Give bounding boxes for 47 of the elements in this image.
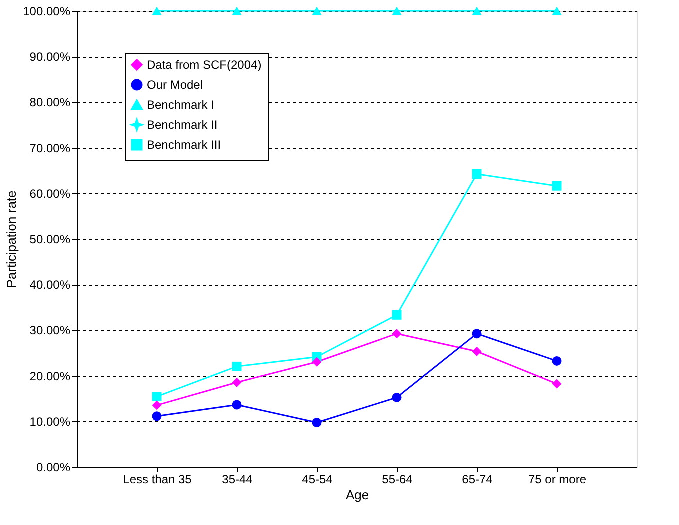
point bbox=[232, 6, 242, 16]
point bbox=[152, 392, 162, 402]
x-axis-title: Age bbox=[346, 488, 370, 502]
y-tick-label: 20.00% bbox=[30, 369, 71, 384]
point bbox=[152, 6, 162, 16]
point bbox=[552, 356, 562, 366]
point bbox=[472, 170, 482, 179]
point bbox=[552, 181, 562, 191]
point bbox=[232, 378, 242, 388]
y-tick-label: 100.00% bbox=[23, 4, 71, 18]
point bbox=[552, 6, 562, 16]
point bbox=[312, 6, 322, 16]
legend-label: Our Model bbox=[147, 78, 204, 92]
point bbox=[392, 6, 402, 16]
point bbox=[392, 329, 402, 339]
x-tick-label: 75 or more bbox=[528, 472, 587, 486]
y-tick-label: 0.00% bbox=[36, 460, 71, 474]
point bbox=[472, 346, 482, 356]
y-tick-label: 30.00% bbox=[30, 324, 71, 338]
x-tick-label: Less than 35 bbox=[123, 472, 192, 486]
legend-label: Benchmark III bbox=[147, 138, 222, 152]
point bbox=[232, 400, 242, 410]
point bbox=[312, 418, 322, 428]
y-tick-label: 10.00% bbox=[30, 414, 71, 429]
y-tick-label: 60.00% bbox=[30, 186, 71, 201]
point bbox=[472, 6, 482, 16]
x-tick-label: 65-74 bbox=[462, 472, 494, 486]
y-tick-label: 50.00% bbox=[30, 232, 71, 246]
x-tick-label: 35-44 bbox=[222, 472, 254, 486]
point bbox=[392, 392, 402, 402]
point bbox=[152, 412, 162, 422]
y-tick-label: 70.00% bbox=[30, 141, 71, 156]
x-tick-label: 55-64 bbox=[382, 472, 414, 486]
point bbox=[312, 357, 322, 367]
legend-label: Benchmark I bbox=[147, 98, 214, 112]
point bbox=[472, 329, 482, 339]
y-axis-title: Participation rate bbox=[4, 190, 20, 288]
point bbox=[392, 310, 402, 320]
y-tick-label: 40.00% bbox=[30, 278, 71, 292]
legend-label: Benchmark II bbox=[147, 118, 218, 132]
legend-label: Data from SCF(2004) bbox=[147, 58, 262, 72]
point bbox=[152, 400, 162, 410]
y-tick-label: 80.00% bbox=[30, 96, 71, 110]
x-tick-label: 45-54 bbox=[302, 472, 334, 486]
y-tick-label: 90.00% bbox=[30, 50, 71, 64]
point bbox=[232, 362, 242, 372]
point bbox=[552, 379, 562, 389]
